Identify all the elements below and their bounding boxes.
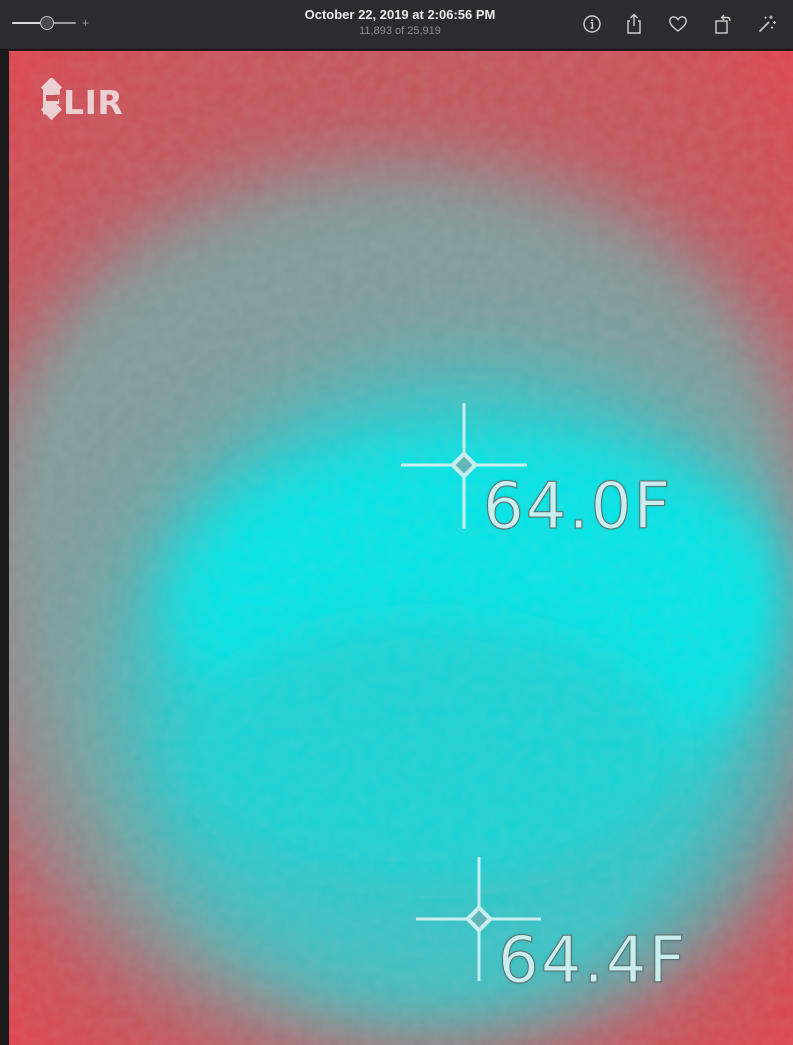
temperature-reading-1: 64.0F [482,470,673,544]
thermal-photo[interactable]: FLIR 64.0F 64.4F [9,51,793,1045]
photo-viewer-toolbar: + October 22, 2019 at 2:06:56 PM 11,893 … [0,0,793,50]
photo-viewport: FLIR 64.0F 64.4F [0,51,793,1045]
zoom-plus-label: + [82,16,90,30]
zoom-slider-fill [12,22,47,24]
heart-icon [669,16,687,32]
photo-count-subtitle: 11,893 of 25,919 [359,25,441,37]
rotate-button[interactable] [711,11,735,37]
photo-date-title: October 22, 2019 at 2:06:56 PM [304,7,496,22]
thermal-gradient-image [9,51,793,1045]
magic-wand-icon [758,15,776,33]
info-icon [583,15,601,33]
flir-diamond-icon [40,78,63,121]
share-icon [627,13,641,34]
temperature-reading-2: 64.4F [497,924,688,998]
info-button[interactable] [580,11,604,37]
rotate-icon [715,14,731,34]
share-button[interactable] [622,11,646,37]
zoom-slider-knob[interactable] [40,16,54,30]
zoom-slider[interactable]: + [12,12,92,34]
enhance-button[interactable] [755,11,779,37]
favorite-button[interactable] [666,11,690,37]
photo-title-block: October 22, 2019 at 2:06:56 PM 11,893 of… [0,6,793,38]
flir-logo: FLIR [36,78,123,126]
